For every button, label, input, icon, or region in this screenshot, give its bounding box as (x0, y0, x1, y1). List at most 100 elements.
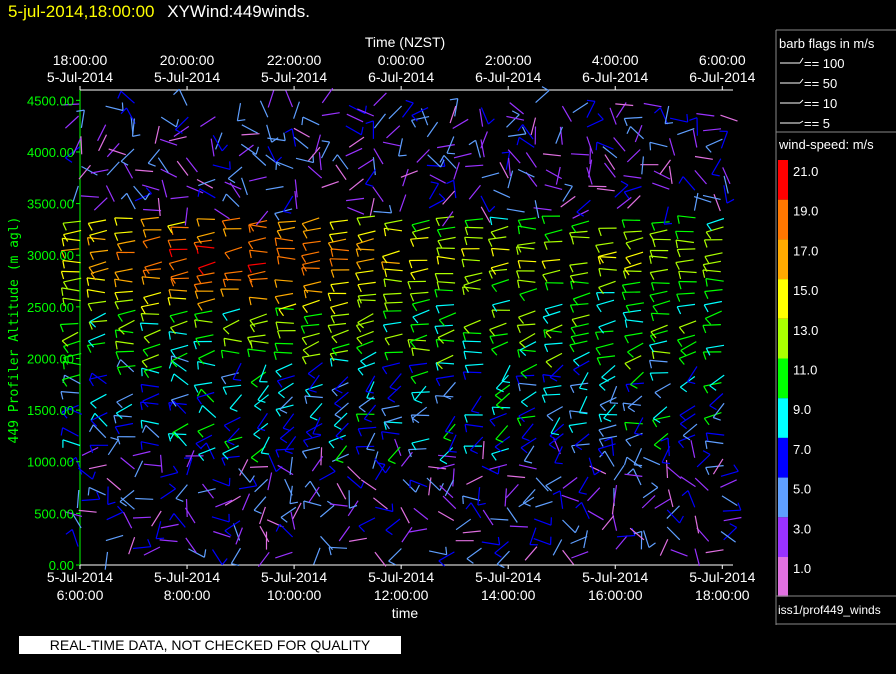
wind-barb-shaft (140, 322, 159, 325)
wind-barb-shaft (491, 279, 510, 286)
wind-barb-flag (247, 275, 253, 283)
wind-barb-shaft (534, 200, 540, 219)
wind-barb-shaft (356, 215, 375, 219)
wind-barb-shaft (388, 548, 402, 562)
wind-barb-flag (365, 390, 374, 394)
wind-barb-flag (249, 475, 255, 483)
wind-barb-shaft (369, 197, 375, 216)
wind-barb-flag (195, 443, 202, 450)
wind-barb-flag (381, 261, 385, 270)
wind-barb-shaft (313, 547, 321, 565)
wind-barb-shaft (677, 215, 696, 219)
wind-barb-flag (550, 432, 560, 436)
wind-barb-shaft (357, 108, 375, 117)
wind-barb-shaft (142, 343, 161, 351)
wind-barb-flag (90, 420, 98, 427)
wind-barb-flag (497, 536, 501, 545)
wind-barb-shaft (615, 535, 628, 550)
wind-barb-shaft (583, 530, 588, 549)
wind-barb-shaft (518, 260, 537, 263)
wind-barb-shaft (238, 485, 257, 490)
wind-barb-flag (703, 417, 710, 426)
wind-barb-shaft (643, 456, 661, 466)
wind-barb-shaft (170, 352, 188, 362)
wind-barb-flag (141, 425, 147, 433)
wind-barb-shaft (382, 362, 401, 368)
wind-barb-flag (568, 425, 574, 433)
wind-barb-flag (349, 504, 358, 509)
wind-barb-flag (515, 246, 519, 255)
wind-barb-shaft (489, 464, 508, 470)
wind-barb-shaft (491, 341, 509, 350)
wind-barb-flag (60, 250, 66, 259)
wind-barb-flag (168, 249, 173, 258)
wind-barb-shaft (560, 195, 576, 208)
wind-barb-flag (443, 395, 452, 400)
wind-barb-flag (283, 210, 292, 214)
wind-barb-shaft (506, 208, 525, 213)
wind-barb-shaft (302, 116, 320, 126)
wind-barb-shaft (586, 167, 593, 185)
wind-barb-shaft (649, 290, 668, 296)
wind-barb-flag (197, 267, 204, 275)
wind-barb-shaft (677, 334, 696, 341)
wind-barb-flag (596, 357, 602, 366)
wind-barb-shaft (507, 475, 526, 479)
wind-barb-shaft (652, 350, 671, 354)
wind-barb-flag (284, 128, 293, 134)
wind-barb-shaft (562, 549, 575, 565)
wind-barb-flag (175, 119, 179, 128)
wind-barb-shaft (545, 324, 563, 333)
wind-barb-flag (651, 350, 655, 360)
wind-barb-flag (198, 454, 205, 461)
wind-barb-shaft (302, 353, 321, 358)
wind-barb-shaft (604, 154, 616, 171)
wind-barb-shaft (488, 236, 507, 240)
wind-barb-shaft (202, 483, 214, 499)
wind-barb-shaft (289, 485, 293, 504)
wind-barb-flag (120, 107, 127, 115)
wind-barb-shaft (389, 373, 402, 388)
wind-barb-flag (489, 329, 496, 337)
wind-barb-shaft (197, 298, 216, 305)
wind-barb-flag (624, 422, 628, 431)
wind-barb-shaft (89, 312, 106, 323)
wind-barb-flag (140, 420, 143, 429)
wind-barb-shaft (115, 340, 134, 345)
wind-barb-flag (358, 525, 365, 533)
wind-barb-flag (702, 264, 708, 272)
wind-barb-shaft (437, 463, 455, 470)
wind-barb-shaft (694, 155, 713, 160)
wind-barb-shaft (720, 114, 738, 122)
wind-barb-flag (625, 257, 631, 265)
wind-barb-flag (168, 483, 176, 490)
wind-barb-shaft (629, 126, 645, 140)
wind-barb-flag (329, 353, 335, 362)
top-tick-time: 4:00:00 (592, 52, 639, 68)
wind-barb-shaft (632, 468, 642, 486)
wind-barb-flag (331, 348, 337, 356)
wind-barb-flag (517, 226, 520, 235)
barb-legend-items: == 100== 50== 10== 5 (780, 56, 845, 131)
wind-barb-flag (704, 440, 708, 450)
wind-barb-flag (193, 242, 199, 251)
wind-barb-shaft (303, 281, 322, 287)
wind-barb-shaft (490, 216, 509, 220)
wind-barb-shaft (170, 271, 189, 278)
wind-barb-shaft (64, 374, 81, 385)
wind-barb-shaft (196, 231, 215, 238)
wind-barb-flag (167, 240, 172, 248)
wind-barb-shaft (135, 169, 154, 173)
wind-barb-flag (224, 252, 231, 260)
wind-barb-shaft (509, 102, 524, 115)
wind-barb-flag (321, 140, 330, 143)
wind-barb-shaft (413, 507, 429, 520)
wind-barb-shaft (196, 272, 215, 277)
wind-barb-flag (494, 394, 503, 401)
wind-barb-shaft (455, 518, 472, 531)
wind-barb-flag (302, 349, 310, 357)
wind-barb-shaft (663, 206, 669, 225)
barb-legend-flag (799, 78, 804, 84)
wind-barb-shaft (696, 454, 711, 468)
wind-barb-shaft (466, 475, 483, 485)
